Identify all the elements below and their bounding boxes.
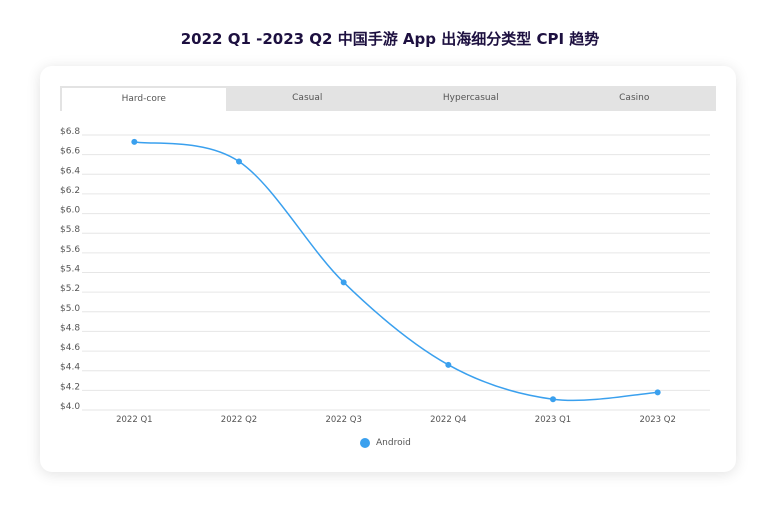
y-tick-label: $6.8 [60, 127, 80, 137]
tab-hypercasual[interactable]: Hypercasual [442, 93, 499, 103]
y-tick-label: $6.0 [60, 206, 80, 216]
data-point [236, 158, 242, 165]
tab-casino[interactable]: Casino [619, 93, 650, 103]
chart-card [40, 66, 736, 472]
y-tick-label: $4.4 [60, 363, 80, 373]
category-tabs: Hard-core Casual Hypercasual Casino [60, 86, 716, 111]
y-tick-label: $5.8 [60, 225, 80, 235]
data-point [654, 389, 661, 396]
x-tick-label: 2023 Q1 [535, 415, 571, 425]
x-tick-label: 2022 Q1 [116, 415, 152, 425]
series-line-android [134, 141, 658, 402]
x-tick-label: 2022 Q3 [325, 415, 361, 425]
y-tick-label: $5.2 [60, 284, 80, 294]
legend[interactable]: Android [360, 438, 411, 448]
tab-hard-core[interactable]: Hard-core [62, 88, 226, 111]
x-tick-label: 2023 Q2 [639, 415, 675, 425]
y-tick-label: $6.4 [60, 166, 80, 176]
tab-casual[interactable]: Casual [292, 93, 323, 103]
data-point [550, 396, 556, 403]
x-tick-label: 2022 Q4 [430, 415, 466, 425]
data-point [340, 279, 347, 286]
legend-label-android: Android [376, 438, 411, 448]
y-tick-label: $4.8 [60, 323, 80, 333]
y-tick-label: $5.6 [60, 245, 80, 255]
chart-title: 2022 Q1 -2023 Q2 中国手游 App 出海细分类型 CPI 趋势 [180, 30, 600, 48]
x-tick-label: 2022 Q2 [221, 415, 257, 425]
y-tick-label: $6.2 [60, 186, 80, 196]
data-point [445, 361, 452, 368]
legend-marker-android [360, 438, 370, 448]
y-tick-label: $5.4 [60, 265, 80, 275]
y-tick-label: $6.6 [60, 147, 80, 157]
y-tick-label: $5.0 [60, 304, 80, 314]
y-tick-label: $4.6 [60, 343, 80, 353]
data-point [131, 138, 138, 145]
y-tick-label: $4.2 [60, 382, 80, 392]
y-tick-label: $4.0 [60, 402, 80, 412]
